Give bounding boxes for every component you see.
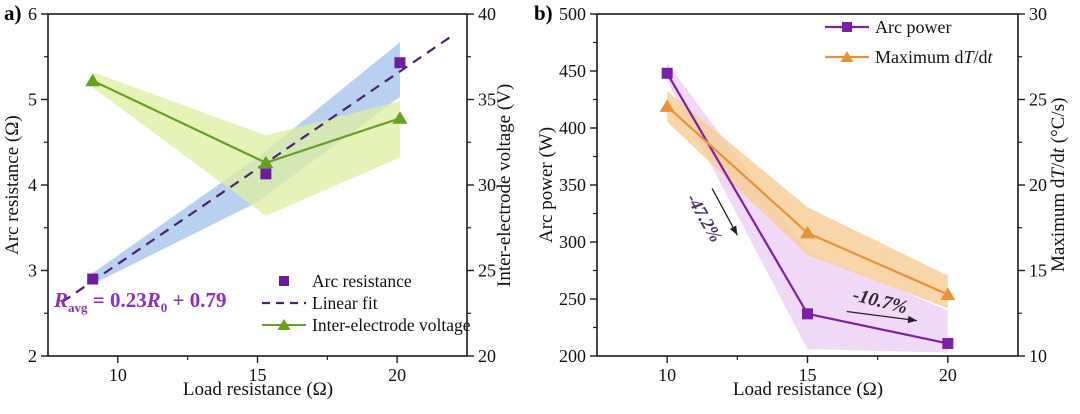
legend-item-arc-power: Arc power <box>824 12 993 42</box>
legend-label: Maximum dT/dt <box>875 46 993 67</box>
y-axis-tick-label: 400 <box>559 118 586 138</box>
panel-b-legend: Arc power Maximum dT/dt <box>824 12 993 72</box>
panel-a-plot-area: 10 15 20 2 3 4 5 6 20 25 30 35 40 <box>28 4 496 385</box>
y-axis-tick-label: 500 <box>559 4 586 24</box>
equation-subscript: 0 <box>160 300 168 316</box>
triangle-marker-icon <box>825 51 869 62</box>
square-marker-icon <box>825 22 869 32</box>
confidence-band <box>667 63 948 353</box>
y-axis-tick-label: 300 <box>559 232 586 252</box>
y-axis-tick-label: 10 <box>1029 346 1047 366</box>
dashed-line-icon <box>262 301 306 305</box>
annotation-arrowhead <box>907 315 917 324</box>
series-marker <box>260 168 272 180</box>
x-axis-tick-label: 15 <box>249 365 267 385</box>
equation-text: + 0.79 <box>167 288 227 312</box>
x-axis-tick-label: 20 <box>388 365 406 385</box>
series-marker <box>942 337 954 349</box>
x-axis-tick-label: 15 <box>799 365 817 385</box>
equation-variable: R <box>54 288 69 312</box>
series-marker <box>802 308 813 320</box>
confidence-band <box>92 42 400 285</box>
y-axis-tick-label: 20 <box>1029 175 1047 195</box>
y-axis-tick-label: 450 <box>559 61 586 81</box>
legend-item-arc-resistance: Arc resistance <box>261 270 471 292</box>
panel-a-x-axis-title: Load resistance (Ω) <box>182 379 334 400</box>
panel-a-label: a) <box>4 1 22 25</box>
panel-b-x-axis-title: Load resistance (Ω) <box>732 379 884 400</box>
series-marker <box>258 155 274 169</box>
y-axis-tick-label: 350 <box>559 175 586 195</box>
legend-label: Arc power <box>875 16 952 37</box>
panel-b-y-axis-title-left: Arc power (W) <box>536 126 557 244</box>
panel-b-plot-area: 10 15 20 200 250 300 350 400 450 500 10 15 20 25 30 <box>559 4 1047 385</box>
y-axis-tick-label: 40 <box>478 4 496 24</box>
equation-subscript: avg <box>68 300 88 316</box>
panel-a-legend: Arc resistance Linear fit Inter-electrod… <box>261 270 471 336</box>
legend-label: Arc resistance <box>312 270 412 291</box>
annotation-arrowhead <box>729 225 738 236</box>
y-axis-tick-label: 2 <box>28 346 37 366</box>
series-marker <box>85 73 101 87</box>
legend-item-maximum-dtdt: Maximum dT/dt <box>824 42 993 72</box>
y-axis-tick-label: 30 <box>1029 4 1047 24</box>
y-axis-tick-label: 25 <box>1029 90 1047 110</box>
y-axis-tick-label: 25 <box>478 261 496 281</box>
square-marker-icon <box>279 276 289 286</box>
y-axis-tick-label: 30 <box>478 175 496 195</box>
triangle-marker-icon <box>262 319 306 330</box>
y-axis-tick-label: 35 <box>478 90 496 110</box>
x-axis-tick-label: 20 <box>939 365 957 385</box>
panel-a: a) 10 15 20 2 3 4 5 6 20 25 30 35 40 Arc resistance … <box>0 0 530 414</box>
legend-item-inter-electrode-voltage: Inter-electrode voltage <box>261 314 471 336</box>
panel-a-y-axis-title-left: Arc resistance (Ω) <box>2 115 23 255</box>
linear-fit-equation: Ravg = 0.23R0 + 0.79 <box>54 288 226 316</box>
y-axis-tick-label: 3 <box>28 261 37 281</box>
series-marker <box>394 57 406 69</box>
series-marker <box>392 111 408 124</box>
annotation-arrow <box>846 310 918 322</box>
series-marker <box>87 273 99 285</box>
panel-b-label: b) <box>534 1 553 25</box>
series-marker <box>940 287 956 300</box>
series-marker <box>661 67 673 79</box>
series-line <box>61 36 451 304</box>
panel-b: b) 10 15 20 200 250 300 350 400 450 500 10 15 20 25 30… <box>530 0 1080 414</box>
y-axis-tick-label: 15 <box>1029 261 1047 281</box>
panel-a-y-axis-title-right: Inter-electrode voltage (V) <box>494 83 515 287</box>
y-axis-tick-label: 5 <box>28 90 37 110</box>
series-marker <box>800 225 815 239</box>
legend-item-linear-fit: Linear fit <box>261 292 471 314</box>
confidence-band <box>92 72 400 216</box>
y-axis-tick-label: 4 <box>28 175 37 195</box>
legend-label: Linear fit <box>312 292 378 313</box>
x-axis-tick-label: 10 <box>109 365 127 385</box>
panel-b-y-axis-title-right: Maximum dT/dt (°C/s) <box>1048 97 1069 273</box>
equation-text: = 0.23 <box>87 288 147 312</box>
y-axis-tick-label: 6 <box>28 4 37 24</box>
confidence-band <box>667 90 948 309</box>
legend-label: Inter-electrode voltage <box>312 314 471 335</box>
y-axis-tick-label: 250 <box>559 289 586 309</box>
y-axis-tick-label: 20 <box>478 346 496 366</box>
series-marker <box>659 99 675 112</box>
x-axis-tick-label: 10 <box>658 365 676 385</box>
equation-variable: R <box>146 288 161 312</box>
y-axis-tick-label: 200 <box>559 346 586 366</box>
